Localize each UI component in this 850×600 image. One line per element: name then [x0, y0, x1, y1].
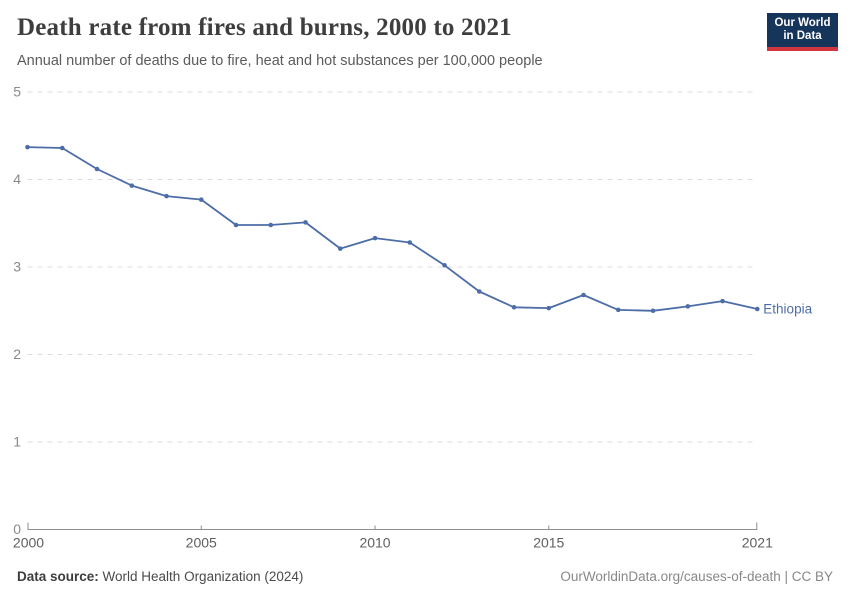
- data-point-ethiopia-2015[interactable]: [546, 305, 552, 311]
- data-point-ethiopia-2019[interactable]: [685, 304, 691, 309]
- data-point-ethiopia-2021[interactable]: [755, 306, 760, 312]
- data-point-ethiopia-2009[interactable]: [337, 246, 343, 251]
- owid-logo-line1: Our World: [774, 17, 831, 29]
- data-point-ethiopia-2016[interactable]: [581, 292, 586, 298]
- data-point-ethiopia-2001[interactable]: [59, 145, 65, 151]
- chart-title: Death rate from fires and burns, 2000 to…: [17, 14, 512, 41]
- data-source: Data source: World Health Organization (…: [17, 569, 303, 584]
- chart-subtitle: Annual number of deaths due to fire, hea…: [17, 53, 543, 69]
- data-point-ethiopia-2013[interactable]: [476, 289, 482, 294]
- x-axis-tick-label: 2005: [186, 535, 217, 551]
- data-point-ethiopia-2007[interactable]: [268, 222, 274, 228]
- y-axis-tick-label: 2: [13, 346, 21, 362]
- data-point-ethiopia-2002[interactable]: [94, 166, 100, 172]
- owid-logo[interactable]: Our World in Data: [767, 13, 838, 51]
- data-point-ethiopia-2000[interactable]: [25, 144, 30, 150]
- data-source-text: World Health Organization (2024): [98, 569, 304, 584]
- data-point-ethiopia-2012[interactable]: [442, 262, 447, 268]
- x-axis-tick-label: 2021: [742, 535, 773, 551]
- data-point-ethiopia-2003[interactable]: [129, 183, 135, 188]
- data-point-ethiopia-2004[interactable]: [164, 193, 169, 199]
- y-axis-tick-label: 1: [13, 434, 21, 450]
- data-point-ethiopia-2010[interactable]: [372, 235, 378, 241]
- y-axis-tick-label: 3: [13, 259, 21, 275]
- data-point-ethiopia-2017[interactable]: [615, 307, 621, 313]
- x-axis-tick-label: 2010: [359, 535, 390, 551]
- origin-link[interactable]: OurWorldinData.org/causes-of-death | CC …: [560, 569, 833, 584]
- y-axis-tick-label: 5: [13, 84, 21, 100]
- data-point-ethiopia-2018[interactable]: [650, 308, 656, 314]
- chart-footer: Data source: World Health Organization (…: [17, 569, 833, 584]
- y-axis-tick-label: 4: [13, 171, 21, 187]
- y-axis-tick-label: 0: [13, 521, 21, 537]
- ethiopia-line-series[interactable]: [26, 146, 759, 312]
- data-point-ethiopia-2008[interactable]: [303, 220, 308, 225]
- x-axis-tick-label: 2015: [533, 535, 564, 551]
- data-source-label: Data source:: [17, 569, 99, 584]
- data-point-ethiopia-2011[interactable]: [407, 240, 413, 245]
- x-axis-tick-label: 2000: [13, 535, 44, 551]
- owid-logo-line2: in Data: [783, 30, 822, 42]
- entity-label-ethiopia[interactable]: Ethiopia: [763, 302, 812, 317]
- data-point-ethiopia-2020[interactable]: [720, 298, 725, 304]
- data-point-ethiopia-2005[interactable]: [198, 197, 204, 202]
- data-point-ethiopia-2006[interactable]: [233, 222, 239, 228]
- data-point-ethiopia-2014[interactable]: [511, 304, 517, 310]
